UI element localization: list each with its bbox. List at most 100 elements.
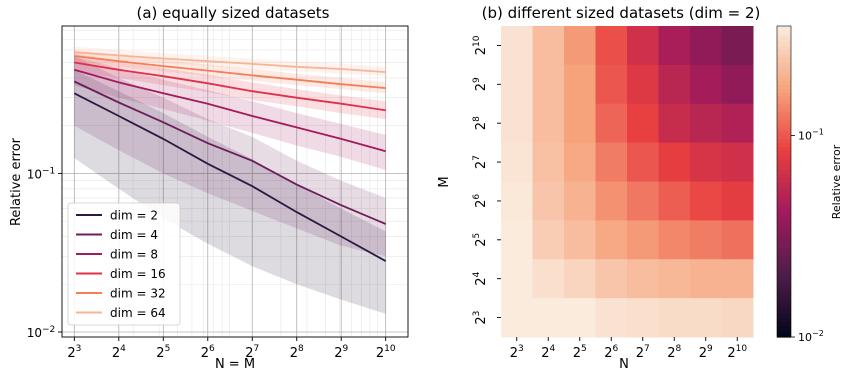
chart-a-title: (a) equally sized datasets <box>137 4 330 22</box>
legend-label: dim = 16 <box>110 267 166 281</box>
heatmap-cell <box>501 220 533 260</box>
heatmap-cell <box>595 26 628 66</box>
colorbar-gradient-step <box>777 321 791 326</box>
colorbar-gradient-step <box>777 123 791 128</box>
heatmap-cell <box>627 181 659 221</box>
x-tick-label: 26 <box>201 344 215 361</box>
heatmap-cell <box>658 64 691 105</box>
colorbar-gradient-step <box>777 212 791 218</box>
y-tick-label: 210 <box>472 35 489 55</box>
heatmap-cell <box>627 220 659 260</box>
colorbar-gradient-step <box>777 267 791 272</box>
series-line-0 <box>73 92 387 262</box>
error-band-1 <box>74 56 386 257</box>
chart-b-title: (b) different sized datasets (dim = 2) <box>482 4 761 22</box>
colorbar-gradient-step <box>777 329 791 334</box>
colorbar-gradient-step <box>777 181 791 186</box>
colorbar-gradient-step <box>777 49 791 54</box>
heatmap-cell <box>595 142 628 183</box>
error-band-2 <box>74 56 386 170</box>
colorbar-gradient-step <box>777 68 791 74</box>
y-axis-label-b: M <box>437 176 452 187</box>
colorbar-gradient-step <box>777 290 791 295</box>
colorbar-gradient-step <box>777 103 791 109</box>
colorbar-gradient-step <box>777 142 791 148</box>
x-tick-label: 27 <box>245 344 259 361</box>
heatmap-cell <box>658 26 691 66</box>
y-tick-label: 24 <box>472 271 489 285</box>
colorbar-gradient-step <box>777 80 791 85</box>
heatmap-cell <box>564 298 596 338</box>
y-axis-ticks-b: 210 29 28 27 26 25 24 23 <box>472 35 501 325</box>
heatmap-cell <box>501 181 533 221</box>
colorbar-gradient-step <box>777 72 791 78</box>
colorbar-gradient-step <box>777 216 791 221</box>
x-tick-label: 210 <box>727 344 747 361</box>
colorbar-gradient-step <box>777 130 791 136</box>
colorbar-gradient-step <box>777 274 791 280</box>
colorbar-gradient-step <box>777 26 791 31</box>
heatmap-cell <box>690 64 722 105</box>
colorbar-gradient-step <box>777 95 791 101</box>
colorbar-gradient-step <box>777 259 791 264</box>
colorbar-gradient-step <box>777 60 791 66</box>
colorbar-gradient-step <box>777 208 791 214</box>
heatmap-cell <box>627 298 659 338</box>
y-tick-label: 10−1 <box>27 166 56 181</box>
x-tick-label: 23 <box>510 344 524 361</box>
colorbar-gradient-step <box>777 309 791 315</box>
x-tick-label: 25 <box>573 344 587 361</box>
error-band-5 <box>74 46 386 77</box>
colorbar-gradient-step <box>777 294 791 299</box>
x-tick-label: 28 <box>290 344 304 361</box>
heatmap-cell <box>595 64 628 105</box>
x-tick-label: 29 <box>699 344 713 361</box>
x-tick-label: 26 <box>604 344 618 361</box>
heatmap-cell <box>564 64 596 105</box>
x-tick-label: 27 <box>636 344 650 361</box>
legend-label: dim = 64 <box>110 306 166 320</box>
heatmap-cell <box>532 103 565 144</box>
x-tick-label: 210 <box>376 344 396 361</box>
colorbar-gradient-step <box>777 165 791 171</box>
x-tick-label: 28 <box>667 344 681 361</box>
series-line-1 <box>73 80 387 225</box>
colorbar-gradient-step <box>777 177 791 183</box>
colorbar-gradient-step <box>777 57 791 62</box>
y-axis-label-a: Relative error <box>9 137 24 226</box>
heatmap-cell <box>721 298 754 338</box>
colorbar-gradient-step <box>777 317 791 323</box>
colorbar-gradient-step <box>777 127 791 132</box>
colorbar-gradient-step <box>777 270 791 276</box>
colorbar-gradient-step <box>777 243 791 249</box>
colorbar-gradient-step <box>777 169 791 175</box>
legend-label: dim = 4 <box>110 228 158 242</box>
error-band-4 <box>74 50 386 94</box>
y-tick-label: 28 <box>472 116 489 130</box>
heatmap-cell <box>721 142 754 183</box>
heatmap-cell <box>658 298 691 338</box>
series-lines <box>73 51 387 262</box>
error-band-3 <box>74 53 386 120</box>
heatmap-cell <box>501 142 533 183</box>
heatmap-cell <box>595 220 628 260</box>
heatmap-cell <box>627 26 659 66</box>
colorbar-gradient-step <box>777 286 791 291</box>
heatmap-cell <box>721 64 754 105</box>
heatmap-cell <box>501 103 533 144</box>
heatmap-cell <box>532 259 565 299</box>
x-axis-label-a: N = M <box>215 357 255 372</box>
heatmap-cell <box>658 220 691 260</box>
legend-label: dim = 8 <box>110 248 158 262</box>
x-tick-label: 23 <box>67 344 81 361</box>
colorbar-gradient-step <box>777 146 791 151</box>
colorbar-gradient-step <box>777 224 791 229</box>
colorbar-gradient-step <box>777 302 791 307</box>
colorbar-gradient-step <box>777 173 791 179</box>
heatmap-cell <box>658 142 691 183</box>
colorbar-frame <box>776 25 792 338</box>
colorbar-gradient-step <box>777 247 791 253</box>
heatmap-cells <box>501 26 754 338</box>
heatmap-cell <box>501 64 533 105</box>
